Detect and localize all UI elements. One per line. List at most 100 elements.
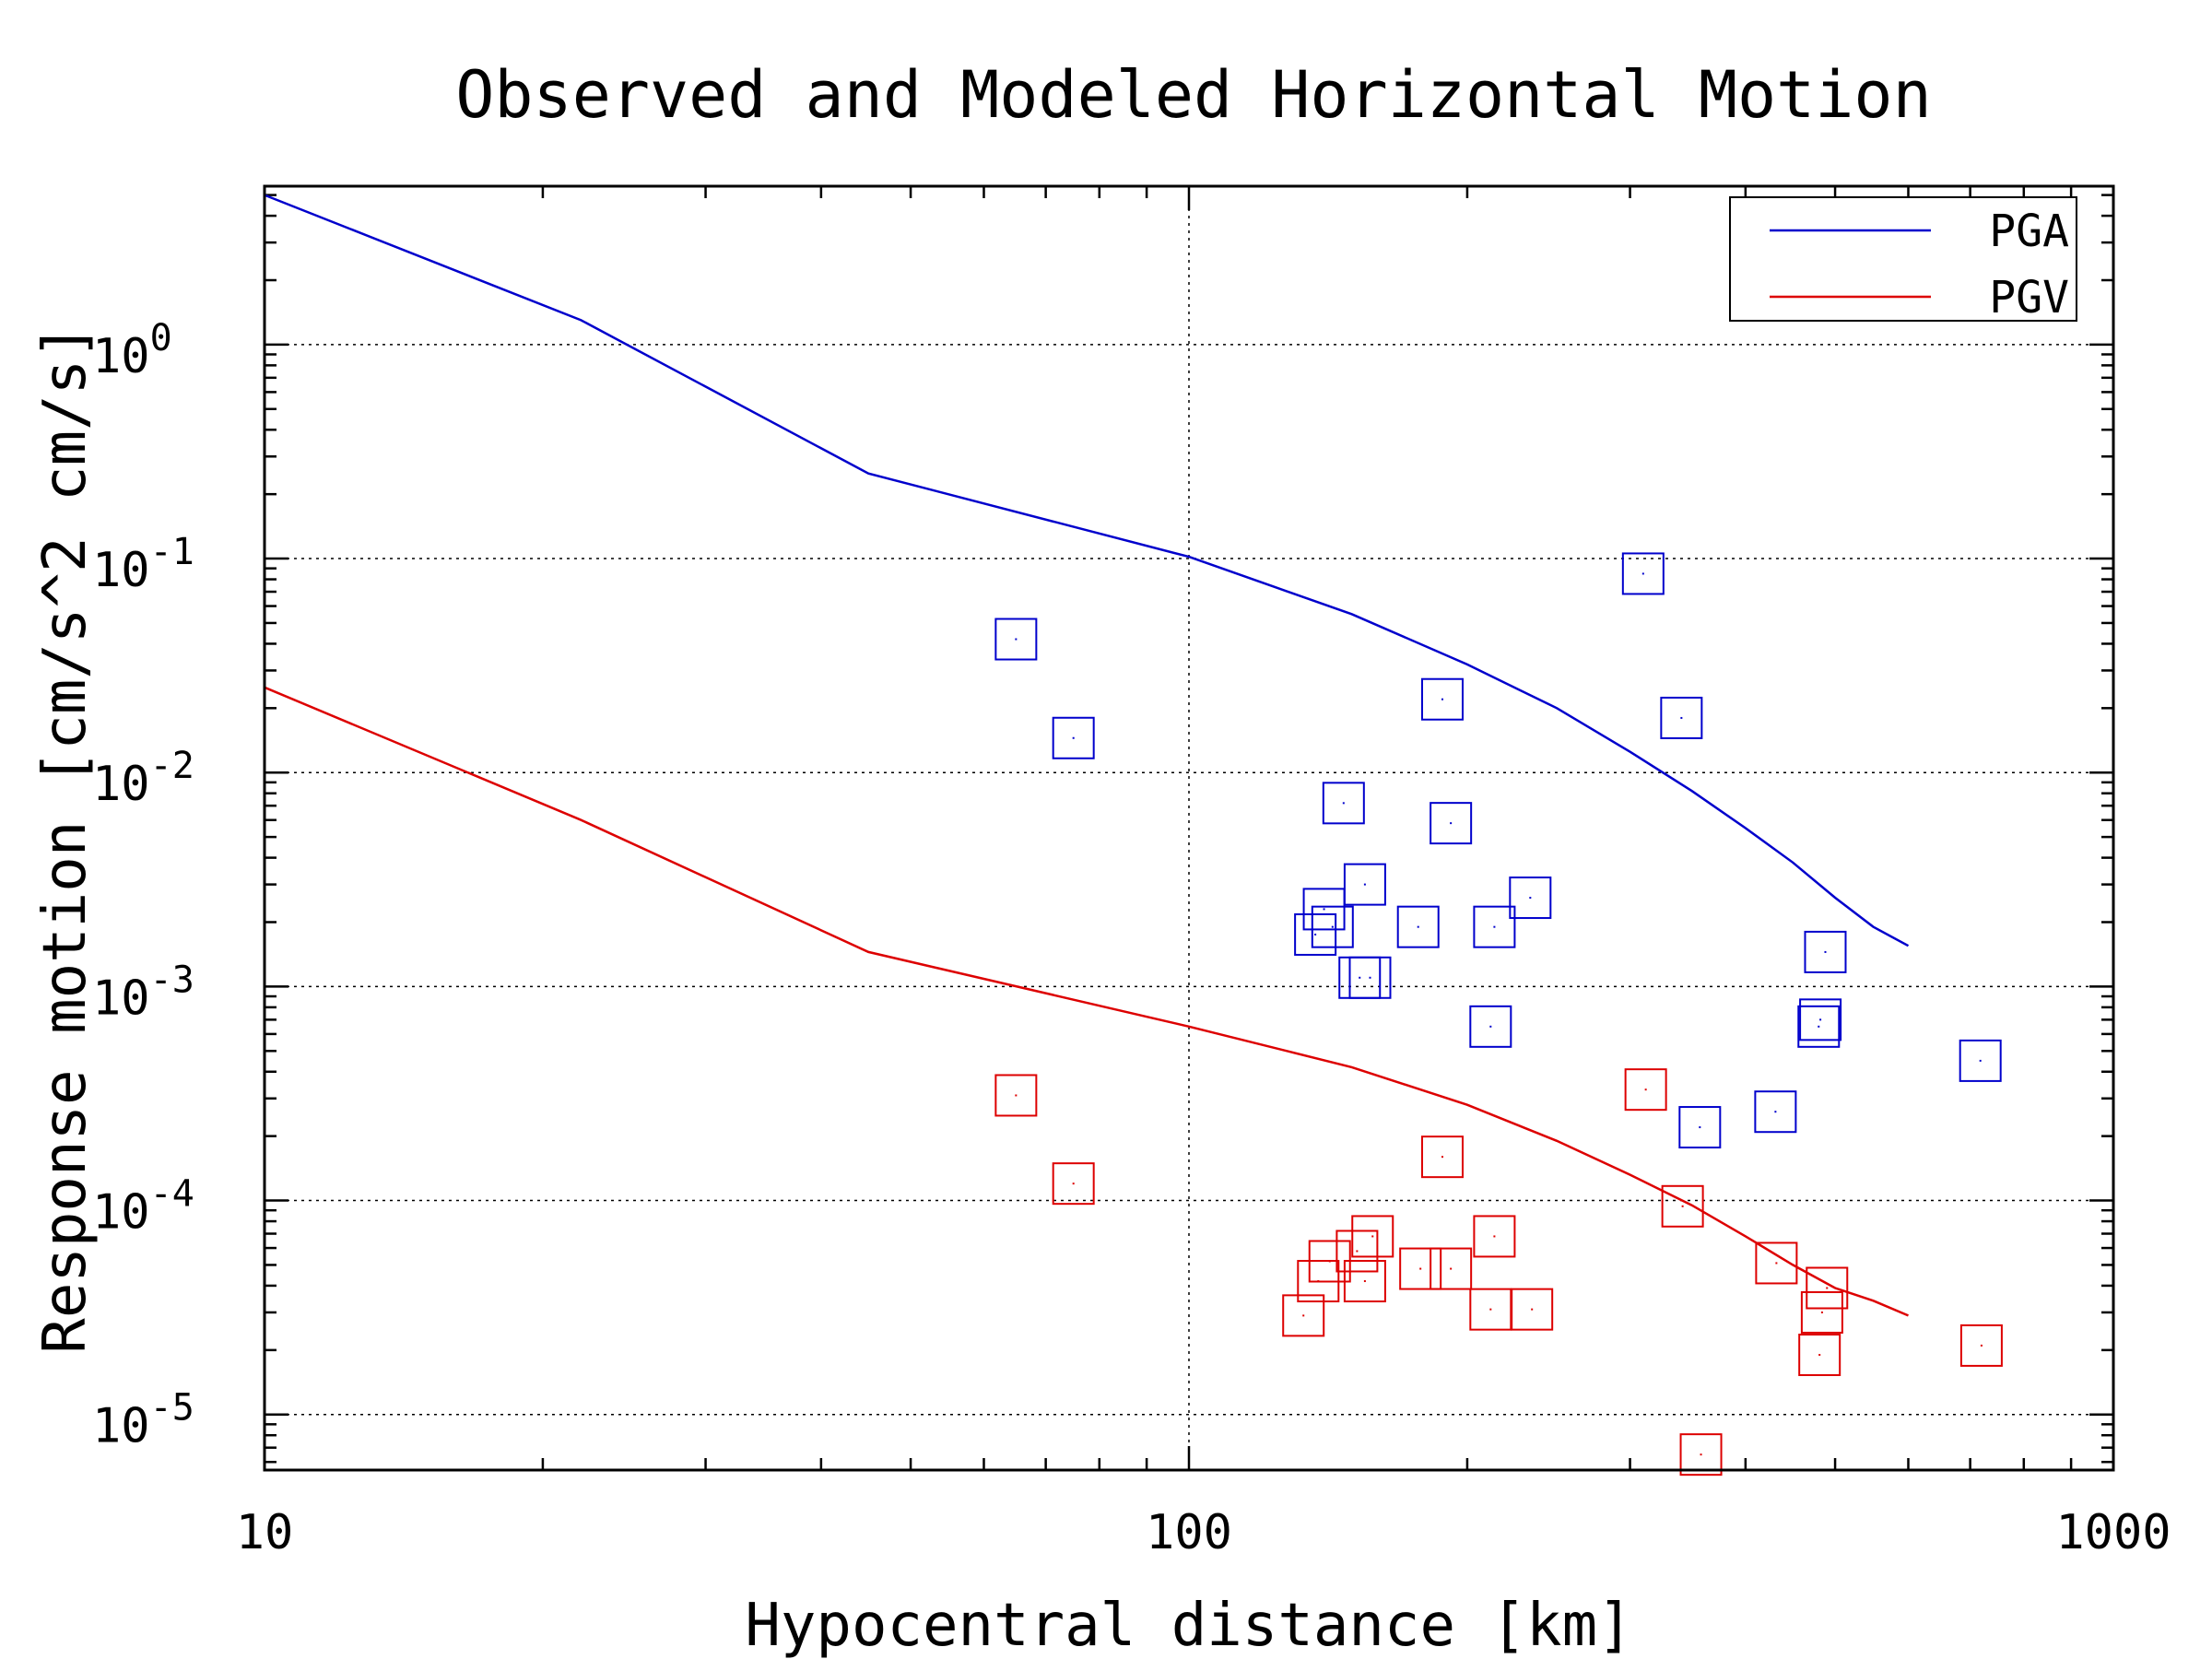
data-point-dot: [1826, 1287, 1829, 1289]
data-point-marker: [1679, 1433, 1723, 1477]
data-point-dot: [1371, 1235, 1374, 1238]
data-point-marker: [1335, 1230, 1379, 1273]
data-point-marker: [1282, 1294, 1325, 1337]
data-point-dot: [1363, 1280, 1366, 1283]
data-point-marker: [1624, 1068, 1667, 1112]
data-point-dot: [1819, 1018, 1822, 1021]
data-point-marker: [1678, 1106, 1722, 1149]
data-point-dot: [1359, 976, 1361, 979]
data-point-marker: [1755, 1241, 1798, 1285]
legend: PGA PGV: [1729, 196, 2077, 324]
data-point-dot: [1699, 1126, 1701, 1129]
x-tick-label: 10: [236, 1505, 294, 1560]
data-point-dot: [1342, 802, 1345, 805]
data-point-dot: [1328, 1260, 1331, 1263]
data-point-marker: [1420, 1135, 1464, 1179]
data-point-dot: [1681, 1205, 1684, 1207]
data-point-marker: [1621, 552, 1665, 595]
data-point-marker: [1473, 905, 1516, 948]
y-tick-base: 10: [92, 329, 150, 384]
data-point-marker: [1959, 1039, 2002, 1082]
data-point-dot: [1450, 1267, 1453, 1270]
data-point-dot: [1820, 1311, 1823, 1313]
y-tick-base: 10: [92, 543, 150, 598]
plot-frame: [263, 184, 2115, 1472]
data-point-dot: [1818, 1025, 1820, 1028]
data-point-dot: [1489, 1308, 1492, 1311]
data-point-dot: [1331, 925, 1334, 928]
data-point-marker: [1302, 888, 1346, 931]
data-point-dot: [1072, 1182, 1075, 1185]
y-tick-base: 10: [92, 971, 150, 1026]
y-tick-label: 100: [92, 317, 172, 384]
data-point-marker: [994, 1074, 1038, 1117]
data-point-marker: [1420, 677, 1464, 721]
data-point-marker: [994, 618, 1038, 661]
data-point-dot: [1450, 822, 1453, 825]
data-point-marker: [1469, 1005, 1512, 1048]
data-point-dot: [1680, 716, 1683, 719]
data-point-marker: [1661, 1184, 1704, 1228]
axis-ticks: [263, 186, 2113, 1470]
data-point-dot: [1323, 908, 1325, 911]
data-point-dot: [1824, 950, 1827, 953]
data-point-marker: [1343, 863, 1386, 906]
chart-title: Observed and Modeled Horizontal Motion: [455, 57, 1931, 133]
data-point-dot: [1489, 1025, 1492, 1028]
y-tick-exponent: -2: [150, 745, 194, 787]
data-point-dot: [1531, 1308, 1534, 1311]
y-tick-base: 10: [92, 757, 150, 812]
data-point-marker: [1660, 696, 1703, 739]
data-point-marker: [1399, 1247, 1442, 1290]
data-point-dot: [1015, 638, 1018, 641]
data-point-marker: [1800, 1290, 1843, 1334]
data-point-marker: [1351, 1215, 1394, 1258]
series-line-pgv: [264, 686, 1909, 1317]
data-point-dot: [1072, 736, 1075, 739]
data-point-marker: [1806, 1266, 1849, 1310]
data-point-marker: [1322, 782, 1365, 825]
y-tick-label: 10-4: [92, 1173, 194, 1241]
y-tick-base: 10: [92, 1399, 150, 1454]
grid-lines: [265, 186, 2113, 1470]
data-point-marker: [1343, 1260, 1386, 1303]
x-tick-label: 100: [1146, 1505, 1232, 1560]
data-point-marker: [1052, 716, 1095, 759]
x-tick-label: 1000: [2055, 1505, 2171, 1560]
data-point-dot: [1369, 976, 1371, 979]
data-point-dot: [1818, 1354, 1821, 1357]
data-point-dot: [1641, 572, 1644, 575]
data-point-dot: [1363, 883, 1366, 886]
data-point-dot: [1775, 1262, 1778, 1265]
data-point-marker: [1797, 1005, 1841, 1048]
data-point-dot: [1419, 1267, 1422, 1270]
data-point-dot: [1980, 1344, 1983, 1347]
y-tick-label: 10-1: [92, 531, 194, 598]
data-point-marker: [1798, 1334, 1841, 1377]
y-axis-label-group: Response motion [cm/s^2 cm/s]: [31, 324, 100, 1353]
data-point-dot: [1493, 925, 1496, 928]
x-axis-label: Hypocentral distance [km]: [745, 1592, 1632, 1659]
data-point-dot: [1314, 933, 1317, 935]
data-point-dot: [1529, 897, 1532, 900]
data-point-dot: [1774, 1111, 1777, 1113]
series-line-pga: [264, 194, 1910, 947]
y-tick-exponent: -1: [150, 531, 194, 573]
data-point-dot: [1979, 1059, 1982, 1062]
data-point-marker: [1396, 905, 1440, 948]
y-tick-exponent: -5: [150, 1387, 194, 1430]
data-point-marker: [1430, 802, 1473, 845]
data-point-marker: [1473, 1215, 1516, 1258]
series-layer: [264, 194, 2003, 1477]
y-tick-label: 10-3: [92, 959, 194, 1026]
data-point-marker: [1311, 905, 1354, 948]
data-point-dot: [1302, 1314, 1305, 1317]
data-point-marker: [1430, 1247, 1473, 1290]
legend-label: PGV: [1989, 272, 2069, 324]
data-point-marker: [1509, 877, 1552, 920]
y-tick-exponent: -3: [150, 959, 194, 1001]
data-point-dot: [1417, 925, 1419, 928]
data-point-marker: [1804, 930, 1847, 973]
y-tick-base: 10: [92, 1185, 150, 1241]
